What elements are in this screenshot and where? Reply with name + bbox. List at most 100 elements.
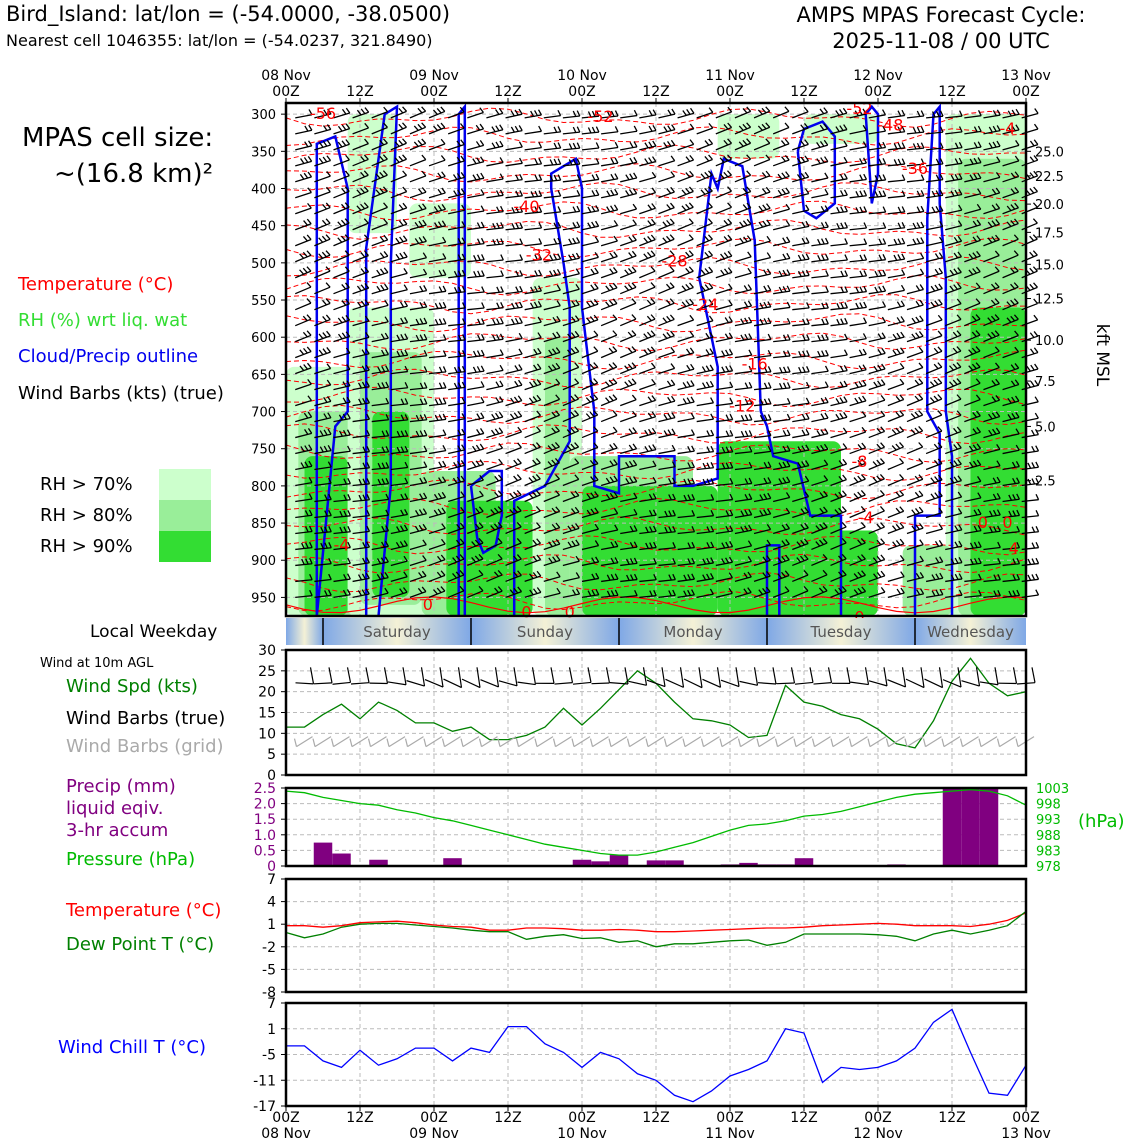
wind-barb (887, 269, 906, 279)
wind-barb-feather (705, 365, 710, 372)
wind-barb-feather (402, 587, 408, 593)
wind-barb-staff (314, 578, 332, 583)
wind-barb-feather (304, 510, 309, 517)
wind-barb-feather (364, 299, 370, 305)
wind-barb (486, 443, 504, 455)
wind-barb-feather (798, 366, 802, 373)
wind-barb (1021, 396, 1039, 407)
wind-barb-feather (457, 270, 462, 277)
wind-barb-staff (409, 257, 427, 263)
wind-barb-feather (481, 302, 485, 309)
wind-barb-feather (747, 267, 752, 274)
wind-barb-feather (689, 347, 695, 354)
wind-barb (409, 219, 427, 231)
wind-barb-feather (481, 318, 485, 325)
wind-barb (581, 507, 599, 519)
wind-barb-feather (496, 302, 500, 309)
wind-barb (734, 414, 753, 423)
wind-barb-feather (897, 142, 902, 149)
wind-barb-staff (543, 576, 561, 583)
wind-barb (390, 186, 408, 199)
wind-barb-feather (1008, 510, 1013, 517)
wind-barb-feather (956, 330, 962, 336)
wind-barb (773, 301, 791, 311)
wind-barb-feather (341, 332, 347, 339)
wind-barb (1021, 557, 1040, 567)
wind-barb-feather (710, 445, 715, 452)
wind-barb-staff (390, 289, 408, 295)
wind-barb-feather (723, 236, 729, 242)
wind-barb-feather (652, 124, 657, 131)
wind-barb-staff (639, 270, 656, 279)
wind-barb-feather (554, 426, 560, 432)
wind-barb-feather (997, 525, 1001, 532)
wind-barb-staff (849, 322, 867, 327)
wind-barb-feather (380, 284, 385, 291)
pressure-tick-label: 750 (251, 443, 276, 458)
wind-barb-staff (964, 193, 981, 199)
wind-barb-feather (492, 239, 496, 246)
wind-barb-feather (825, 349, 829, 356)
wind-barb (1021, 412, 1039, 423)
wind-barb (620, 410, 637, 423)
wind-barb-feather (415, 510, 420, 516)
wind-barb-feather (533, 364, 538, 371)
wind-barb-feather (419, 285, 424, 292)
wind-barb-staff (601, 562, 619, 567)
wind-barb-feather (631, 298, 637, 304)
local-weekday-label: Local Weekday (90, 622, 218, 642)
wind-barb-feather (969, 542, 974, 549)
wind-barb-feather (954, 158, 959, 165)
wind-barb-staff (352, 530, 370, 535)
wind-barb-staff (371, 498, 389, 503)
wind-barb (333, 202, 350, 215)
wind-barb-feather (670, 155, 676, 162)
wind-barb (868, 222, 887, 231)
wind-barb-staff (906, 478, 924, 487)
wind-barb (849, 364, 867, 375)
wind-barb-feather (691, 510, 696, 517)
wind-barb (1002, 444, 1020, 455)
wind-barb (448, 302, 466, 311)
wind-barb-feather (586, 493, 592, 500)
wind-barb-feather (689, 139, 695, 145)
wind-barb-feather (586, 509, 592, 516)
wind-barb-staff (524, 414, 541, 423)
wind-barb-staff (467, 242, 485, 247)
wind-barb-feather (633, 492, 638, 499)
wind-barb-feather (557, 253, 562, 260)
wind-barb-staff (639, 383, 656, 391)
wind-barb (428, 507, 446, 519)
wind-barb-staff (964, 130, 982, 135)
wind-barb (524, 285, 542, 295)
wind-barb-staff (295, 318, 312, 327)
wind-barb (581, 173, 600, 183)
wind-barb-feather (863, 173, 868, 180)
wind-barb (562, 555, 580, 567)
wind-barb (601, 110, 619, 119)
wind-barb-staff (639, 223, 656, 231)
wind-barb-feather (538, 238, 543, 245)
wind-barb (390, 251, 408, 263)
wind-barb-feather (727, 138, 733, 144)
wind-barb-feather (704, 187, 710, 194)
wind-barb (677, 170, 694, 183)
wind-barb-feather (882, 158, 887, 165)
wind-barb-feather (939, 126, 944, 133)
wind-barb-feather (997, 573, 1001, 580)
wind-barb-feather (893, 143, 898, 150)
wind-barb-feather (624, 269, 630, 275)
wind-barb-feather (920, 237, 925, 244)
wind-barb-feather (939, 236, 944, 243)
wind-barb-feather (706, 462, 711, 469)
wind-barb-feather (358, 478, 363, 485)
wind-barb-feather (874, 191, 879, 198)
temperature-contour (285, 442, 1027, 463)
wind-barb (658, 155, 676, 167)
wind-barb-staff (524, 542, 541, 551)
wind-barb-feather (356, 205, 362, 211)
wind-barb (447, 106, 465, 119)
wind-barb-feather (345, 123, 351, 130)
wind-barb-feather (360, 108, 366, 114)
wind-barb-feather (499, 189, 504, 196)
